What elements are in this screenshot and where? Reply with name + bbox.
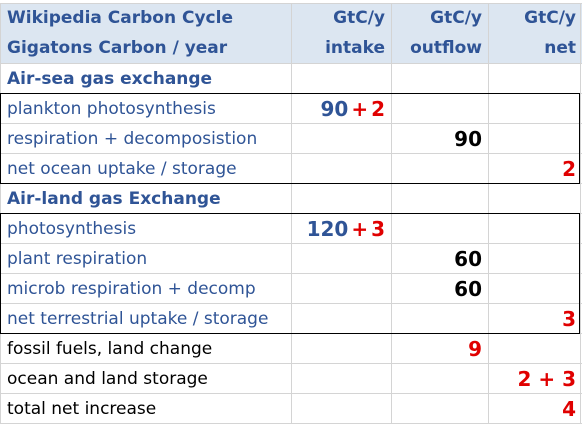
- row-label[interactable]: microb respiration + decomp: [7, 279, 256, 299]
- empty-cell[interactable]: [391, 214, 488, 244]
- header-net-label: net: [544, 38, 576, 58]
- row-label[interactable]: plant respiration: [7, 249, 148, 269]
- empty-cell[interactable]: [291, 364, 391, 394]
- header-title-cell[interactable]: Wikipedia Carbon Cycle Gigatons Carbon /…: [0, 3, 291, 63]
- section-row-air-sea: Air-sea gas exchange: [0, 64, 582, 94]
- empty-cell[interactable]: [391, 304, 488, 334]
- row-label[interactable]: fossil fuels, land change: [7, 339, 213, 359]
- empty-cell[interactable]: [391, 184, 488, 214]
- gridline: [0, 3, 1, 424]
- gridline: [488, 3, 489, 424]
- intake-value: 90: [320, 97, 349, 121]
- empty-cell[interactable]: [291, 154, 391, 184]
- empty-cell[interactable]: [291, 334, 391, 364]
- row-label[interactable]: total net increase: [7, 399, 157, 419]
- table-row-ocean-uptake: net ocean uptake / storage 2: [0, 154, 582, 184]
- net-value[interactable]: 3: [562, 307, 576, 331]
- empty-cell[interactable]: [291, 394, 391, 424]
- table-row-storage: ocean and land storage 2 + 3: [0, 364, 582, 394]
- header-title-line2: Gigatons Carbon / year: [7, 38, 228, 58]
- section-title-air-land[interactable]: Air-land gas Exchange: [7, 189, 221, 209]
- table-row-microb: microb respiration + decomp 60: [0, 274, 582, 304]
- outflow-value[interactable]: 90: [454, 127, 482, 151]
- empty-cell[interactable]: [488, 334, 582, 364]
- outflow-value[interactable]: 60: [454, 247, 482, 271]
- empty-cell[interactable]: [291, 124, 391, 154]
- intake-added-value: 2: [371, 97, 385, 121]
- table-row-respiration: respiration + decomposistion 90: [0, 124, 582, 154]
- header-net-unit: GtC/y: [524, 8, 576, 28]
- empty-cell[interactable]: [391, 94, 488, 124]
- empty-cell[interactable]: [488, 94, 582, 124]
- empty-cell[interactable]: [488, 214, 582, 244]
- row-label[interactable]: net terrestrial uptake / storage: [7, 309, 269, 329]
- empty-cell[interactable]: [391, 364, 488, 394]
- intake-added-value: 3: [371, 217, 385, 241]
- empty-cell[interactable]: [391, 64, 488, 94]
- gridline: [580, 3, 581, 424]
- empty-cell[interactable]: [488, 124, 582, 154]
- table-row-plant-respiration: plant respiration 60: [0, 244, 582, 274]
- empty-cell[interactable]: [291, 244, 391, 274]
- empty-cell[interactable]: [291, 274, 391, 304]
- table-row-terrestrial: net terrestrial uptake / storage 3: [0, 304, 582, 334]
- header-title-line1: Wikipedia Carbon Cycle: [7, 8, 233, 28]
- header-outflow-unit: GtC/y: [430, 8, 482, 28]
- empty-cell[interactable]: [488, 274, 582, 304]
- row-label[interactable]: net ocean uptake / storage: [7, 159, 237, 179]
- empty-cell[interactable]: [291, 64, 391, 94]
- header-net-cell[interactable]: GtC/y net: [488, 3, 582, 63]
- plus-sign: +: [351, 217, 369, 241]
- section-row-air-land: Air-land gas Exchange: [0, 184, 582, 214]
- row-label[interactable]: respiration + decomposistion: [7, 129, 258, 149]
- net-value[interactable]: 4: [562, 397, 576, 421]
- net-value[interactable]: 2 + 3: [517, 367, 576, 391]
- plus-sign: +: [351, 97, 369, 121]
- header-intake-label: intake: [325, 38, 385, 58]
- header-outflow-cell[interactable]: GtC/y outflow: [391, 3, 488, 63]
- intake-value: 120: [306, 217, 349, 241]
- table-row-photosynthesis: photosynthesis 120 + 3: [0, 214, 582, 244]
- empty-cell[interactable]: [488, 64, 582, 94]
- outflow-value[interactable]: 60: [454, 277, 482, 301]
- empty-cell[interactable]: [488, 184, 582, 214]
- header-outflow-label: outflow: [410, 38, 482, 58]
- row-label[interactable]: photosynthesis: [7, 219, 137, 239]
- table-row-fossil: fossil fuels, land change 9: [0, 334, 582, 364]
- empty-cell[interactable]: [488, 244, 582, 274]
- section-title-air-sea[interactable]: Air-sea gas exchange: [7, 69, 213, 89]
- empty-cell[interactable]: [391, 154, 488, 184]
- table-row-plankton: plankton photosynthesis 90 + 2: [0, 94, 582, 124]
- outflow-value[interactable]: 9: [468, 337, 482, 361]
- intake-cell[interactable]: 90 + 2: [291, 94, 391, 124]
- row-label[interactable]: plankton photosynthesis: [7, 99, 216, 119]
- net-value[interactable]: 2: [562, 157, 576, 181]
- intake-cell[interactable]: 120 + 3: [291, 214, 391, 244]
- row-label[interactable]: ocean and land storage: [7, 369, 208, 389]
- gridline: [391, 3, 392, 424]
- empty-cell[interactable]: [291, 304, 391, 334]
- empty-cell[interactable]: [391, 394, 488, 424]
- empty-cell[interactable]: [291, 184, 391, 214]
- header-intake-cell[interactable]: GtC/y intake: [291, 3, 391, 63]
- table-row-total: total net increase 4: [0, 394, 582, 424]
- gridline: [291, 3, 292, 424]
- header-intake-unit: GtC/y: [333, 8, 385, 28]
